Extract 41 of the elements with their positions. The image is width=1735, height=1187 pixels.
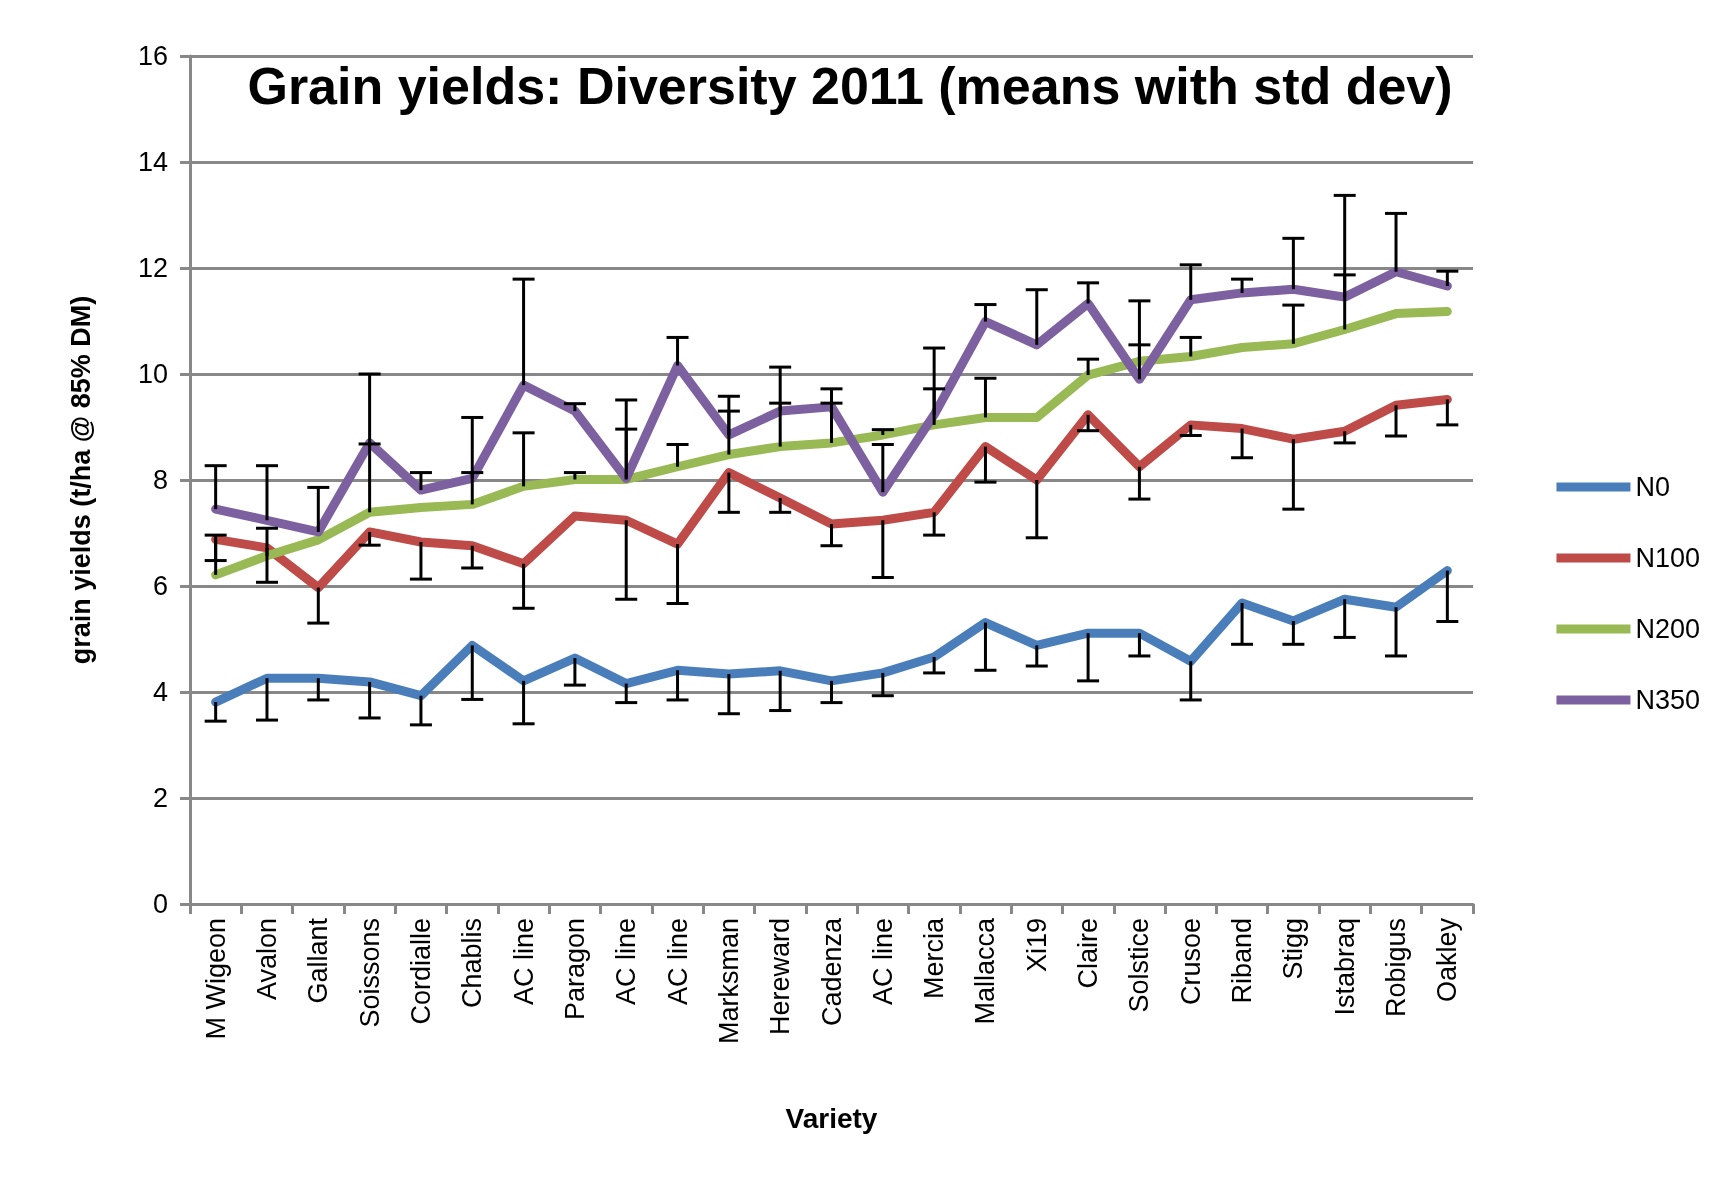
y-axis-title: grain yields (t/ha @ 85% DM) bbox=[65, 295, 96, 665]
x-tick-label: M Wigeon bbox=[200, 918, 231, 1040]
x-tick-label: Stigg bbox=[1278, 918, 1309, 980]
x-tick-label: AC line bbox=[867, 918, 898, 1006]
x-tick-label: Istabraq bbox=[1329, 918, 1360, 1016]
x-tick-label: Robigus bbox=[1381, 918, 1412, 1018]
x-tick-label: Soissons bbox=[354, 918, 385, 1028]
x-tick-label: Cadenza bbox=[816, 917, 847, 1027]
y-tick-label: 12 bbox=[137, 253, 168, 283]
y-tick-label: 0 bbox=[152, 889, 168, 919]
y-tick-label: 2 bbox=[152, 783, 168, 813]
y-tick-label: 14 bbox=[137, 147, 168, 177]
legend-label: N350 bbox=[1635, 685, 1700, 715]
x-tick-label: Solstice bbox=[1124, 918, 1155, 1013]
x-tick-label: Cordialle bbox=[405, 918, 436, 1025]
legend-label: N100 bbox=[1635, 543, 1700, 573]
x-tick-label: Mallacca bbox=[970, 917, 1001, 1025]
x-tick-label: Avalon bbox=[251, 918, 282, 1001]
x-tick-label: Mercia bbox=[919, 917, 950, 1000]
y-tick-label: 8 bbox=[152, 465, 168, 495]
x-tick-label: AC line bbox=[508, 918, 539, 1006]
x-tick-label: Claire bbox=[1073, 918, 1104, 989]
x-tick-label: AC line bbox=[611, 918, 642, 1006]
x-tick-label: Riband bbox=[1227, 918, 1258, 1004]
y-tick-label: 16 bbox=[137, 41, 168, 71]
x-tick-label: Marksman bbox=[713, 918, 744, 1045]
x-tick-label: Crusoe bbox=[1175, 918, 1206, 1006]
y-tick-label: 10 bbox=[137, 359, 168, 389]
x-tick-label: Xi19 bbox=[1021, 918, 1052, 973]
x-tick-label: Paragon bbox=[559, 918, 590, 1021]
legend-label: N200 bbox=[1635, 614, 1700, 644]
x-axis-title: Variety bbox=[785, 1102, 878, 1134]
x-tick-label: Oakley bbox=[1432, 917, 1463, 1003]
x-tick-label: Hereward bbox=[765, 918, 796, 1036]
x-tick-label: Gallant bbox=[303, 917, 334, 1004]
chart-title: Grain yields: Diversity 2011 (means with std dev) bbox=[247, 57, 1453, 115]
x-tick-label: Chablis bbox=[457, 918, 488, 1009]
y-tick-label: 4 bbox=[152, 677, 168, 707]
y-tick-label: 6 bbox=[152, 571, 168, 601]
x-tick-label: AC line bbox=[662, 918, 693, 1006]
legend-label: N0 bbox=[1635, 472, 1670, 502]
